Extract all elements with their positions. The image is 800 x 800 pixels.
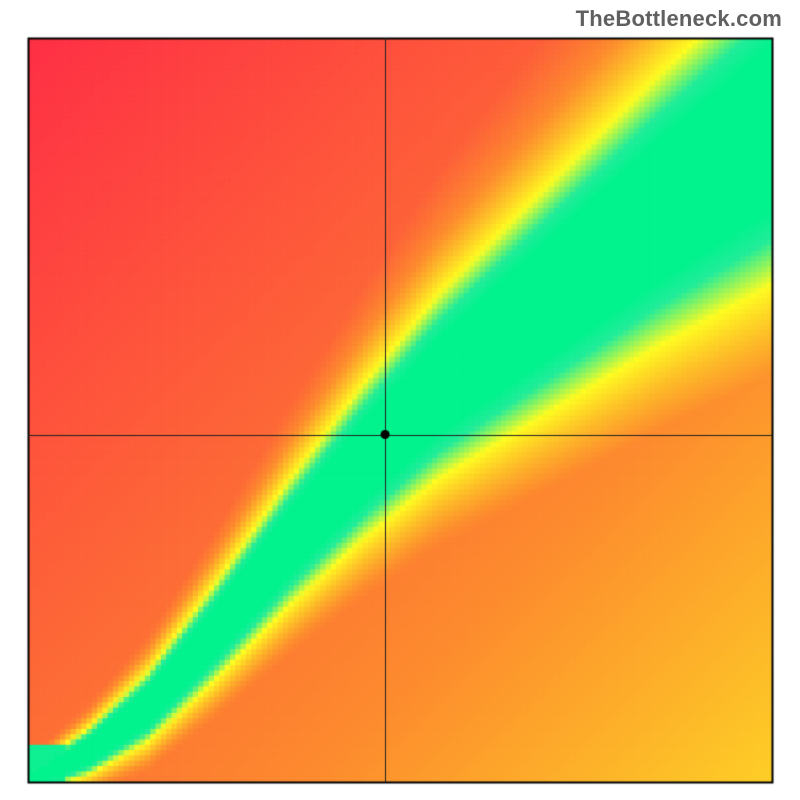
heatmap-canvas <box>0 0 800 800</box>
chart-container: TheBottleneck.com <box>0 0 800 800</box>
watermark-text: TheBottleneck.com <box>576 6 782 32</box>
